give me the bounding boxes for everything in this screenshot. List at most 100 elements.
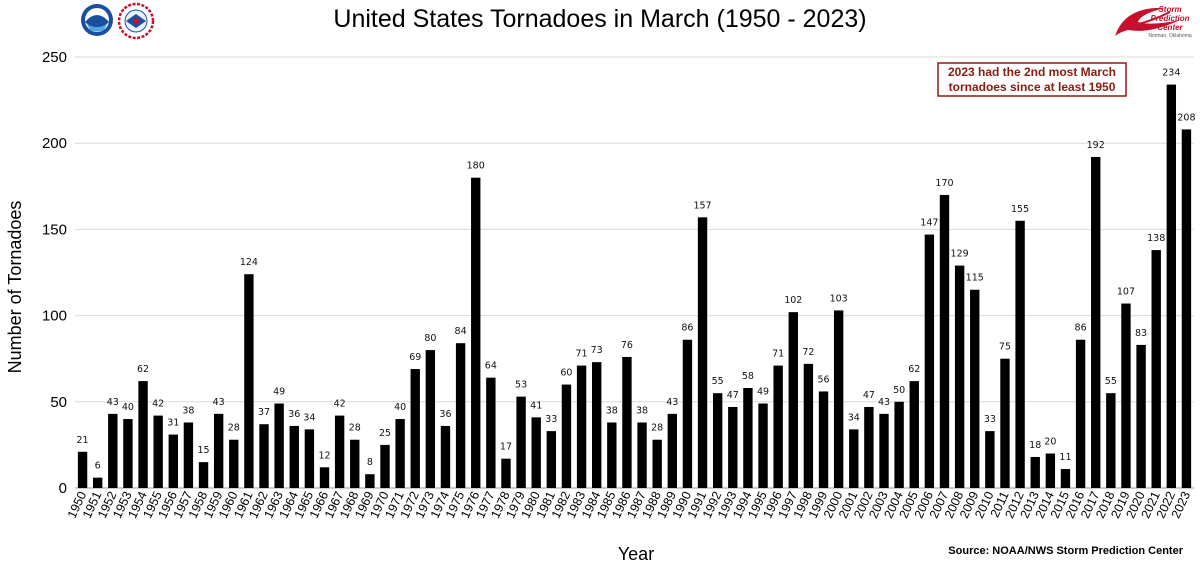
bar	[198, 462, 209, 488]
bar-value-label: 18	[1029, 440, 1041, 451]
bar-value-label: 28	[349, 423, 361, 434]
bar-value-label: 55	[712, 376, 724, 387]
bar	[108, 413, 118, 488]
bar	[153, 415, 163, 488]
y-tick-label: 50	[50, 394, 67, 411]
bar-value-label: 55	[1105, 376, 1117, 387]
bar	[1060, 469, 1071, 488]
bar	[864, 406, 874, 488]
y-tick-label: 100	[42, 308, 67, 325]
annotation-line-2: tornadoes since at least 1950	[949, 80, 1116, 94]
bar	[471, 177, 481, 488]
bar	[1166, 84, 1177, 488]
bar	[667, 413, 677, 488]
bar	[259, 424, 269, 488]
bar-value-label: 36	[288, 409, 300, 420]
spc-logo-line-3: Center	[1157, 23, 1183, 32]
bar	[1000, 358, 1010, 488]
bar-value-label: 71	[772, 349, 784, 360]
x-axis-label: Year	[618, 544, 654, 564]
bar	[334, 415, 345, 488]
bar-value-label: 76	[621, 340, 633, 351]
bar-value-label: 49	[273, 387, 285, 398]
spc-logo-icon: Storm Prediction Center Norman, Oklahoma	[1115, 5, 1192, 39]
bar	[213, 413, 224, 488]
bar-value-label: 41	[530, 400, 542, 411]
bar	[758, 403, 768, 488]
bar-value-label: 21	[77, 435, 89, 446]
bar-value-label: 107	[1117, 287, 1135, 298]
bar-value-label: 86	[1075, 323, 1087, 334]
bar-value-label: 103	[830, 293, 848, 304]
bar-value-label: 36	[439, 409, 451, 420]
bar	[1181, 129, 1192, 488]
bar-value-label: 38	[636, 405, 648, 416]
bar-value-label: 58	[742, 371, 754, 382]
bar	[244, 274, 254, 488]
bar	[1151, 250, 1161, 488]
noaa-logo-icon	[81, 4, 113, 36]
bar-value-label: 28	[228, 423, 240, 434]
bar	[395, 419, 405, 488]
bar-value-label: 129	[951, 249, 969, 260]
bar	[455, 343, 466, 488]
bar	[833, 310, 844, 488]
bar-value-label: 8	[367, 457, 373, 468]
bar-value-label: 42	[334, 399, 346, 410]
bar	[894, 401, 904, 488]
bar-value-label: 192	[1087, 140, 1105, 151]
bar-value-label: 138	[1147, 233, 1165, 244]
bar-value-label: 56	[817, 374, 829, 385]
bar-value-label: 47	[727, 390, 739, 401]
bar	[229, 439, 239, 488]
annotation-line-1: 2023 had the 2nd most March	[948, 65, 1116, 79]
bar	[909, 381, 919, 488]
bar-value-label: 50	[893, 385, 905, 396]
bar-value-label: 25	[379, 428, 391, 439]
bar-value-label: 43	[107, 397, 119, 408]
bar	[697, 217, 708, 488]
y-axis-ticks: 0 50 100 150 200 250	[42, 49, 67, 497]
bar-value-label: 84	[455, 326, 467, 337]
bar	[531, 417, 541, 488]
bar-value-label: 180	[467, 161, 485, 172]
bar-value-label: 47	[863, 390, 875, 401]
bar	[607, 422, 617, 488]
bar	[168, 434, 178, 488]
bar	[788, 312, 798, 488]
bar-value-label: 60	[560, 368, 572, 379]
bar-value-label: 17	[500, 442, 512, 453]
nws-logo-icon	[117, 2, 155, 40]
bar-value-label: 86	[681, 323, 693, 334]
spc-logo-line-1: Storm	[1158, 5, 1181, 14]
bar-value-label: 234	[1162, 68, 1180, 79]
bar	[1106, 393, 1116, 488]
y-tick-label: 250	[42, 49, 67, 66]
bar	[546, 431, 557, 488]
bar	[1045, 453, 1056, 488]
bar-value-label: 62	[137, 364, 149, 375]
bar-value-label: 83	[1135, 328, 1147, 339]
bar	[1136, 344, 1146, 488]
bar-value-label: 11	[1059, 452, 1071, 463]
bar-value-label: 15	[197, 445, 209, 456]
bar	[592, 362, 602, 488]
bar	[818, 391, 829, 488]
bar	[985, 431, 995, 488]
bar-value-label: 40	[122, 402, 134, 413]
spc-logo-line-2: Prediction	[1150, 14, 1189, 23]
bar	[1015, 220, 1025, 488]
bar	[486, 377, 496, 488]
bar-value-label: 64	[485, 361, 497, 372]
y-tick-label: 150	[42, 221, 67, 238]
source-note: Source: NOAA/NWS Storm Prediction Center	[948, 545, 1183, 557]
bar	[289, 425, 299, 488]
bar-value-label: 75	[999, 342, 1011, 353]
bar	[743, 388, 753, 488]
bar	[501, 458, 511, 488]
bar	[1075, 339, 1086, 488]
bar-value-label: 80	[424, 333, 436, 344]
bar	[304, 429, 315, 488]
